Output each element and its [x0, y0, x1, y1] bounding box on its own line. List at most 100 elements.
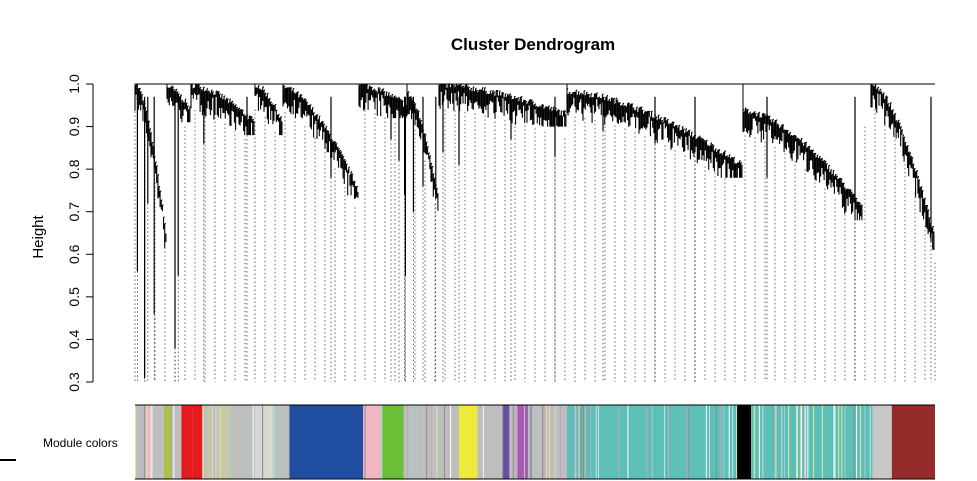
module-stripes [135, 405, 871, 479]
module-stripe [515, 405, 517, 479]
module-stripe [575, 405, 577, 479]
module-stripe [800, 405, 802, 479]
module-stripe [716, 405, 718, 479]
module-color-segment [872, 405, 892, 479]
module-stripe [583, 405, 585, 479]
module-color-segment [163, 405, 172, 479]
module-stripe [439, 405, 441, 479]
module-color-segment [289, 405, 363, 479]
module-color-segment [381, 405, 404, 479]
module-stripe [580, 405, 582, 479]
module-color-segment [736, 405, 751, 479]
module-stripe [252, 405, 254, 479]
module-stripe [548, 405, 550, 479]
module-stripe [813, 405, 815, 479]
module-stripe [245, 405, 247, 479]
module-stripe [144, 405, 146, 479]
module-stripe [736, 405, 738, 479]
cluster-branches [870, 83, 935, 250]
y-axis-label: Height [30, 214, 47, 258]
module-stripe [273, 405, 275, 479]
module-stripe [135, 405, 137, 479]
module-color-bar [135, 404, 935, 480]
module-stripe [444, 405, 446, 479]
left-edge-marker [0, 459, 16, 461]
module-stripe [218, 405, 220, 479]
y-tick-label: 0.9 [66, 117, 82, 137]
module-stripe [364, 405, 366, 479]
module-stripe [527, 405, 529, 479]
module-stripe [838, 405, 840, 479]
y-axis: 0.3 0.4 0.5 0.6 0.7 0.8 0.9 1.0 [66, 74, 94, 392]
module-stripe [410, 405, 412, 479]
module-color-segment [567, 405, 737, 479]
module-stripe [381, 405, 383, 479]
module-stripe [686, 405, 688, 479]
module-stripe [559, 405, 561, 479]
module-stripe [807, 405, 809, 479]
cluster-branches [742, 107, 863, 221]
module-stripe [482, 405, 484, 479]
dendrogram-cluster [134, 83, 167, 249]
module-stripe [407, 405, 409, 479]
module-stripe [145, 405, 147, 479]
module-stripe [618, 405, 620, 479]
module-stripe [864, 405, 866, 479]
module-stripe [274, 405, 276, 479]
module-stripe [754, 405, 756, 479]
module-stripe [149, 405, 151, 479]
module-stripe [705, 405, 707, 479]
module-stripe [860, 405, 862, 479]
dendrogram-cluster [438, 83, 567, 127]
module-stripe [512, 405, 514, 479]
cluster-branches [166, 85, 191, 123]
module-color-segment [503, 405, 510, 479]
module-stripe [269, 405, 271, 479]
module-stripe [502, 405, 504, 479]
module-color-segment [751, 405, 873, 479]
cluster-branches [358, 83, 407, 119]
leaf-dips [136, 96, 932, 382]
module-stripe [651, 405, 653, 479]
dendrogram-cluster [870, 83, 935, 250]
cluster-branches [566, 88, 743, 178]
module-color-segment [363, 405, 382, 479]
y-tick-label: 0.5 [66, 287, 82, 307]
y-tick-label: 1.0 [66, 74, 82, 94]
cluster-branches [282, 83, 359, 199]
module-stripe [664, 405, 666, 479]
module-stripe [804, 405, 806, 479]
module-stripe [202, 405, 204, 479]
module-stripe [574, 405, 576, 479]
module-stripe [595, 405, 597, 479]
module-stripe [708, 405, 710, 479]
module-stripe [796, 405, 798, 479]
module-color-segment [459, 405, 478, 479]
dendrogram-cluster [254, 84, 283, 136]
y-tick-label: 0.8 [66, 159, 82, 179]
module-stripe [584, 405, 586, 479]
dendrogram-cluster [566, 84, 743, 178]
module-stripe [590, 405, 592, 479]
module-stripe [723, 405, 725, 479]
module-stripe [450, 405, 452, 479]
module-stripe [796, 405, 798, 479]
module-stripe [781, 405, 783, 479]
module-stripe [720, 405, 722, 479]
module-stripe [687, 405, 689, 479]
dendrogram-cluster [742, 84, 863, 221]
module-stripe [788, 405, 790, 479]
module-stripe [869, 405, 871, 479]
module-stripe [775, 405, 777, 479]
module-stripe [213, 405, 215, 479]
cluster-branches [254, 85, 283, 136]
y-tick-label: 0.7 [66, 202, 82, 222]
module-stripe [219, 405, 221, 479]
module-color-segment [477, 405, 503, 479]
module-stripe [529, 405, 531, 479]
module-stripe [833, 405, 835, 479]
module-stripe [578, 405, 580, 479]
module-stripe [646, 405, 648, 479]
